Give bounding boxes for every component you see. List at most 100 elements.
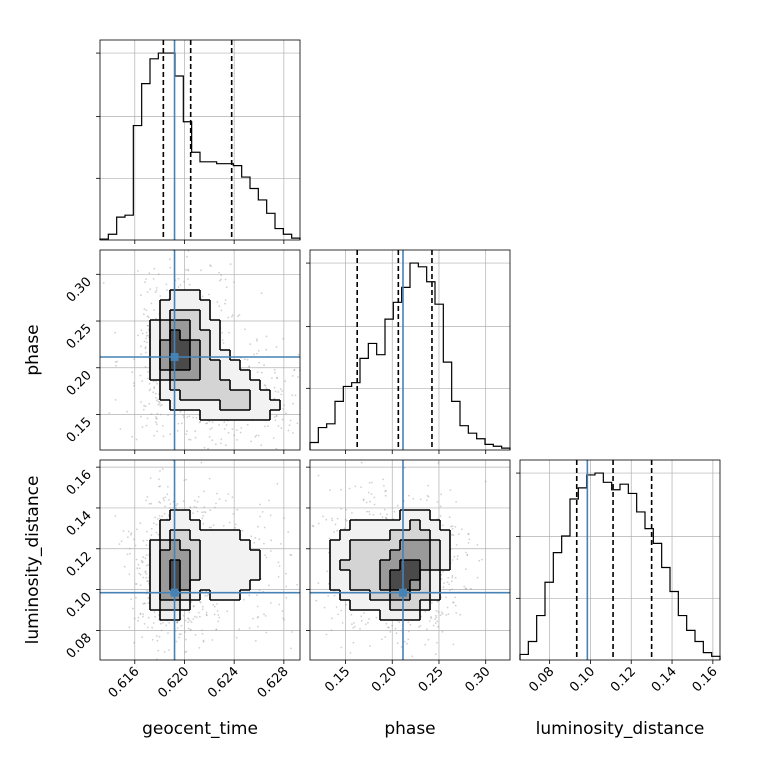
sample-point xyxy=(250,440,253,443)
sample-point xyxy=(232,513,235,515)
density-cell xyxy=(220,550,231,561)
sample-point xyxy=(273,416,276,418)
density-cell xyxy=(190,390,201,401)
density-cell xyxy=(440,530,451,541)
sample-point xyxy=(152,622,155,624)
sample-point xyxy=(140,345,142,348)
sample-point xyxy=(159,413,162,416)
density-cell xyxy=(160,590,171,601)
sample-point xyxy=(127,530,130,533)
sample-point xyxy=(203,446,206,449)
sample-point xyxy=(188,415,191,418)
sample-point xyxy=(144,571,147,574)
density-cell xyxy=(210,400,221,411)
sample-point xyxy=(289,553,292,556)
density-cell xyxy=(370,530,381,541)
sample-point xyxy=(211,639,214,641)
density-cell xyxy=(400,610,411,621)
density-cell xyxy=(240,560,251,571)
sample-point xyxy=(134,544,137,547)
sample-point xyxy=(141,561,144,564)
y-tick-label: 0.30 xyxy=(64,275,95,306)
sample-point xyxy=(147,370,149,373)
density-cell xyxy=(380,540,391,551)
hist-panel-luminosity_distance xyxy=(516,459,721,664)
sample-point xyxy=(456,558,459,560)
sample-point xyxy=(159,485,162,487)
sample-point xyxy=(228,331,231,334)
sample-point xyxy=(189,619,191,622)
sample-point xyxy=(213,613,216,616)
sample-point xyxy=(153,387,156,390)
sample-point xyxy=(211,427,213,429)
sample-point xyxy=(246,358,249,361)
sample-point xyxy=(144,557,147,560)
sample-point xyxy=(198,646,201,649)
sample-point xyxy=(189,629,192,632)
sample-point xyxy=(155,287,158,289)
sample-point xyxy=(228,521,231,524)
sample-point xyxy=(211,421,214,424)
sample-point xyxy=(276,376,278,379)
density-cell xyxy=(360,520,371,531)
density-cell xyxy=(350,530,361,541)
sample-point xyxy=(231,315,233,318)
density-cell xyxy=(180,590,191,601)
sample-point xyxy=(208,293,210,296)
sample-point xyxy=(249,343,252,345)
y-axis-label-phase: phase xyxy=(23,324,43,375)
sample-point xyxy=(153,434,156,437)
sample-point xyxy=(452,643,455,646)
sample-point xyxy=(437,611,440,614)
scatter-panel-geocent_time-vs-phase xyxy=(96,249,301,454)
density-cell xyxy=(330,570,341,581)
density-cell xyxy=(390,570,401,581)
density-cell xyxy=(380,570,391,581)
sample-point xyxy=(220,438,223,441)
sample-point xyxy=(263,542,265,545)
sample-point xyxy=(190,601,193,603)
sample-point xyxy=(169,433,172,436)
sample-point xyxy=(163,499,166,502)
density-cell xyxy=(350,590,361,601)
sample-point xyxy=(276,377,278,380)
sample-point xyxy=(218,616,221,619)
density-cell xyxy=(160,610,171,621)
density-cell xyxy=(210,570,221,581)
sample-point xyxy=(139,612,142,615)
sample-point xyxy=(141,636,144,638)
sample-point xyxy=(201,295,204,298)
sample-point xyxy=(283,517,285,519)
density-cell xyxy=(400,580,411,591)
sample-point xyxy=(284,380,287,383)
density-cell xyxy=(210,340,221,351)
x-tick-label: 0.12 xyxy=(608,664,639,695)
sample-point xyxy=(455,612,458,614)
density-cell xyxy=(190,580,201,591)
density-cell xyxy=(160,360,171,371)
density-cell xyxy=(190,560,201,571)
density-cell xyxy=(190,550,201,561)
density-cell xyxy=(160,340,171,351)
sample-point xyxy=(145,544,148,546)
sample-point xyxy=(437,461,440,463)
sample-point xyxy=(159,622,162,625)
sample-point xyxy=(133,358,136,360)
sample-point xyxy=(169,258,171,261)
sample-point xyxy=(159,405,162,407)
density-cell xyxy=(160,330,171,341)
sample-point xyxy=(315,599,318,602)
density-cell xyxy=(220,540,231,551)
sample-point xyxy=(459,613,462,616)
sample-point xyxy=(156,417,158,420)
sample-point xyxy=(198,421,201,424)
sample-point xyxy=(182,500,185,503)
sample-point xyxy=(366,510,368,513)
sample-point xyxy=(294,394,297,397)
x-tick-label: 0.10 xyxy=(567,664,598,695)
density-cell xyxy=(410,590,421,601)
sample-point xyxy=(256,371,259,373)
sample-point xyxy=(330,629,333,632)
density-cell xyxy=(220,400,231,411)
sample-point xyxy=(148,272,151,275)
